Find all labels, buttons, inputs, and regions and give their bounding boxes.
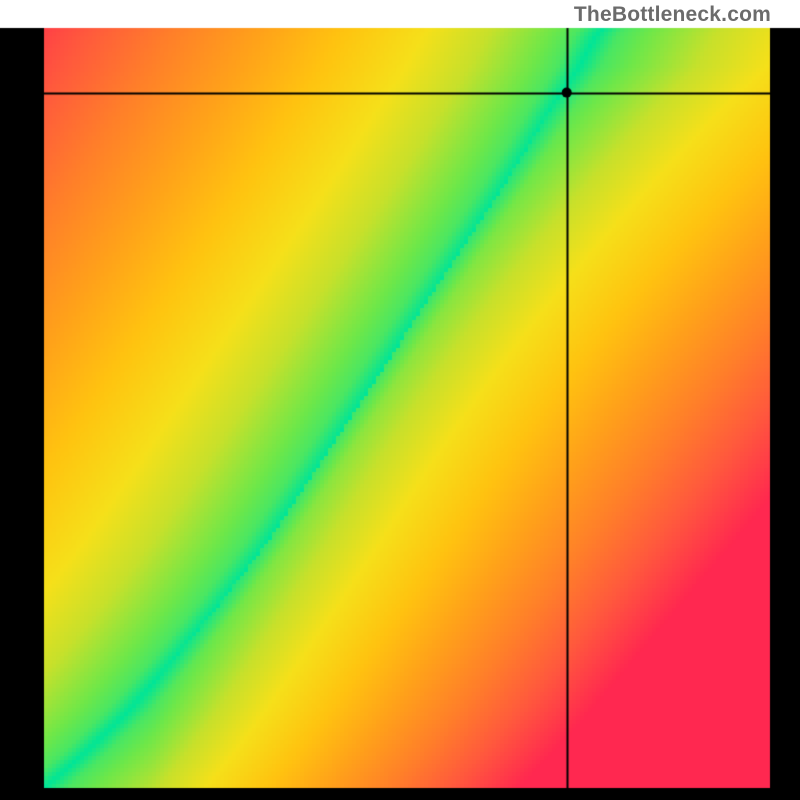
bottleneck-heatmap	[0, 0, 800, 800]
watermark-text: TheBottleneck.com	[574, 3, 771, 27]
